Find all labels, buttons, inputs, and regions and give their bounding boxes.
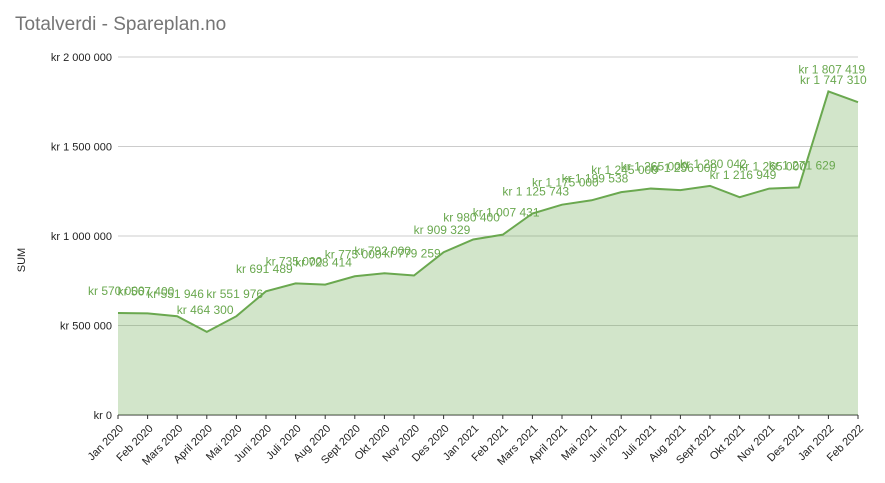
value-label: kr 570 000 [88, 284, 145, 298]
line [117, 90, 859, 334]
value-label: kr 1 216 949 [710, 168, 777, 182]
value-label: kr 1 245 000 [591, 163, 658, 177]
y-tick-label: kr 2 000 000 [51, 52, 112, 64]
value-label: kr 1 199 538 [562, 171, 629, 185]
y-tick-label: kr 1 500 000 [51, 142, 112, 154]
value-label: kr 1 747 310 [800, 73, 867, 87]
chart-title: Totalverdi - Spareplan.no [15, 14, 226, 35]
value-label: kr 1 271 629 [769, 158, 836, 172]
value-label: kr 1 125 743 [502, 184, 569, 198]
value-label: kr 1 807 419 [798, 62, 865, 76]
y-tick-label: kr 500 000 [60, 321, 112, 333]
value-label: kr 464 300 [177, 303, 234, 317]
value-label: kr 779 259 [384, 247, 441, 261]
value-label: kr 1 175 000 [532, 176, 599, 190]
value-label: kr 1 007 431 [473, 206, 540, 220]
value-label: kr 728 414 [295, 256, 352, 270]
value-label: kr 735 000 [266, 254, 323, 268]
value-label: kr 567 400 [118, 284, 175, 298]
y-tick-label: kr 0 [94, 410, 112, 422]
value-label: kr 551 946 [147, 287, 204, 301]
area [118, 91, 858, 416]
y-tick-label: kr 1 000 000 [51, 231, 112, 243]
value-label: kr 1 265 000 [621, 160, 688, 174]
value-label: kr 980 400 [443, 211, 500, 225]
value-label: kr 792 000 [354, 244, 411, 258]
value-label: kr 1 280 042 [680, 157, 747, 171]
value-label: kr 1 265 000 [739, 160, 806, 174]
value-label: kr 775 000 [325, 247, 382, 261]
value-label: kr 1 256 000 [650, 161, 717, 175]
y-axis-label: SUM [16, 248, 28, 272]
value-label: kr 551 976 [206, 287, 263, 301]
value-label: kr 909 329 [414, 223, 471, 237]
value-label: kr 691 489 [236, 262, 293, 276]
